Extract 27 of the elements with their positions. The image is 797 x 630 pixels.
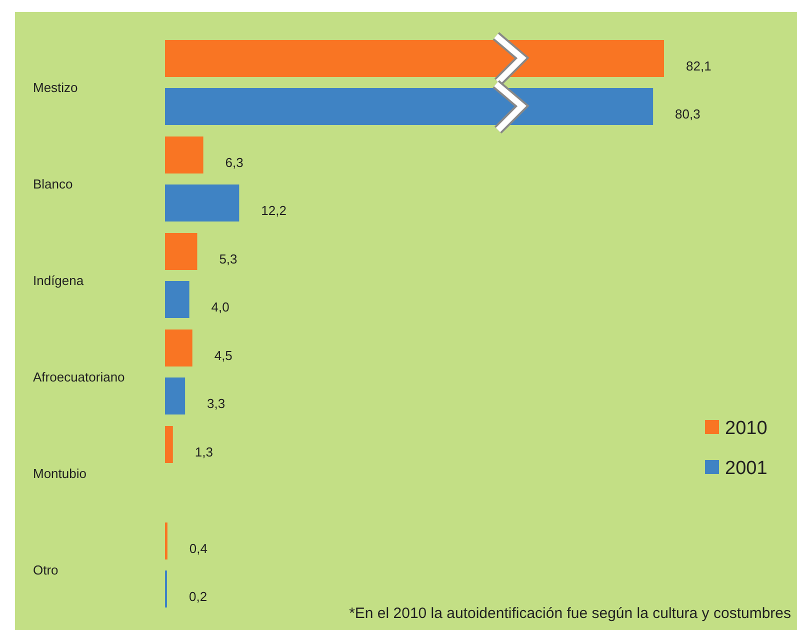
data-label: 4,0: [211, 300, 230, 314]
data-label: 1,3: [194, 444, 213, 460]
data-label: 82,1: [686, 58, 712, 74]
y-tick-label: Otro: [33, 562, 58, 578]
y-tick-label: Blanco: [33, 176, 73, 192]
bar: [165, 330, 192, 366]
data-label: 0,2: [189, 589, 208, 604]
data-label: 3,3: [207, 396, 226, 411]
bar: [165, 378, 186, 414]
bar: [165, 281, 190, 318]
y-tick-label: Indígena: [33, 273, 84, 288]
data-label: 6,3: [225, 155, 244, 170]
bar: [165, 426, 173, 463]
bar: [165, 136, 204, 174]
bar: [165, 233, 198, 270]
annotation: *En el 2010 la autoidentificación fue según la cultura y costumbres: [349, 605, 791, 622]
legend-label: 2010: [725, 418, 768, 439]
data-label: 80,3: [675, 106, 700, 122]
data-label: 0,4: [189, 541, 208, 556]
y-tick-label: Afroecuatoriano: [33, 370, 125, 384]
legend-label: 2001: [725, 458, 768, 479]
y-tick-label: Montubio: [33, 466, 86, 481]
data-label: 4,5: [214, 348, 232, 363]
y-tick-label: Mestizo: [33, 80, 78, 95]
data-label: 5,3: [219, 252, 238, 266]
bar: [165, 184, 240, 222]
data-label: 12,2: [261, 203, 286, 218]
